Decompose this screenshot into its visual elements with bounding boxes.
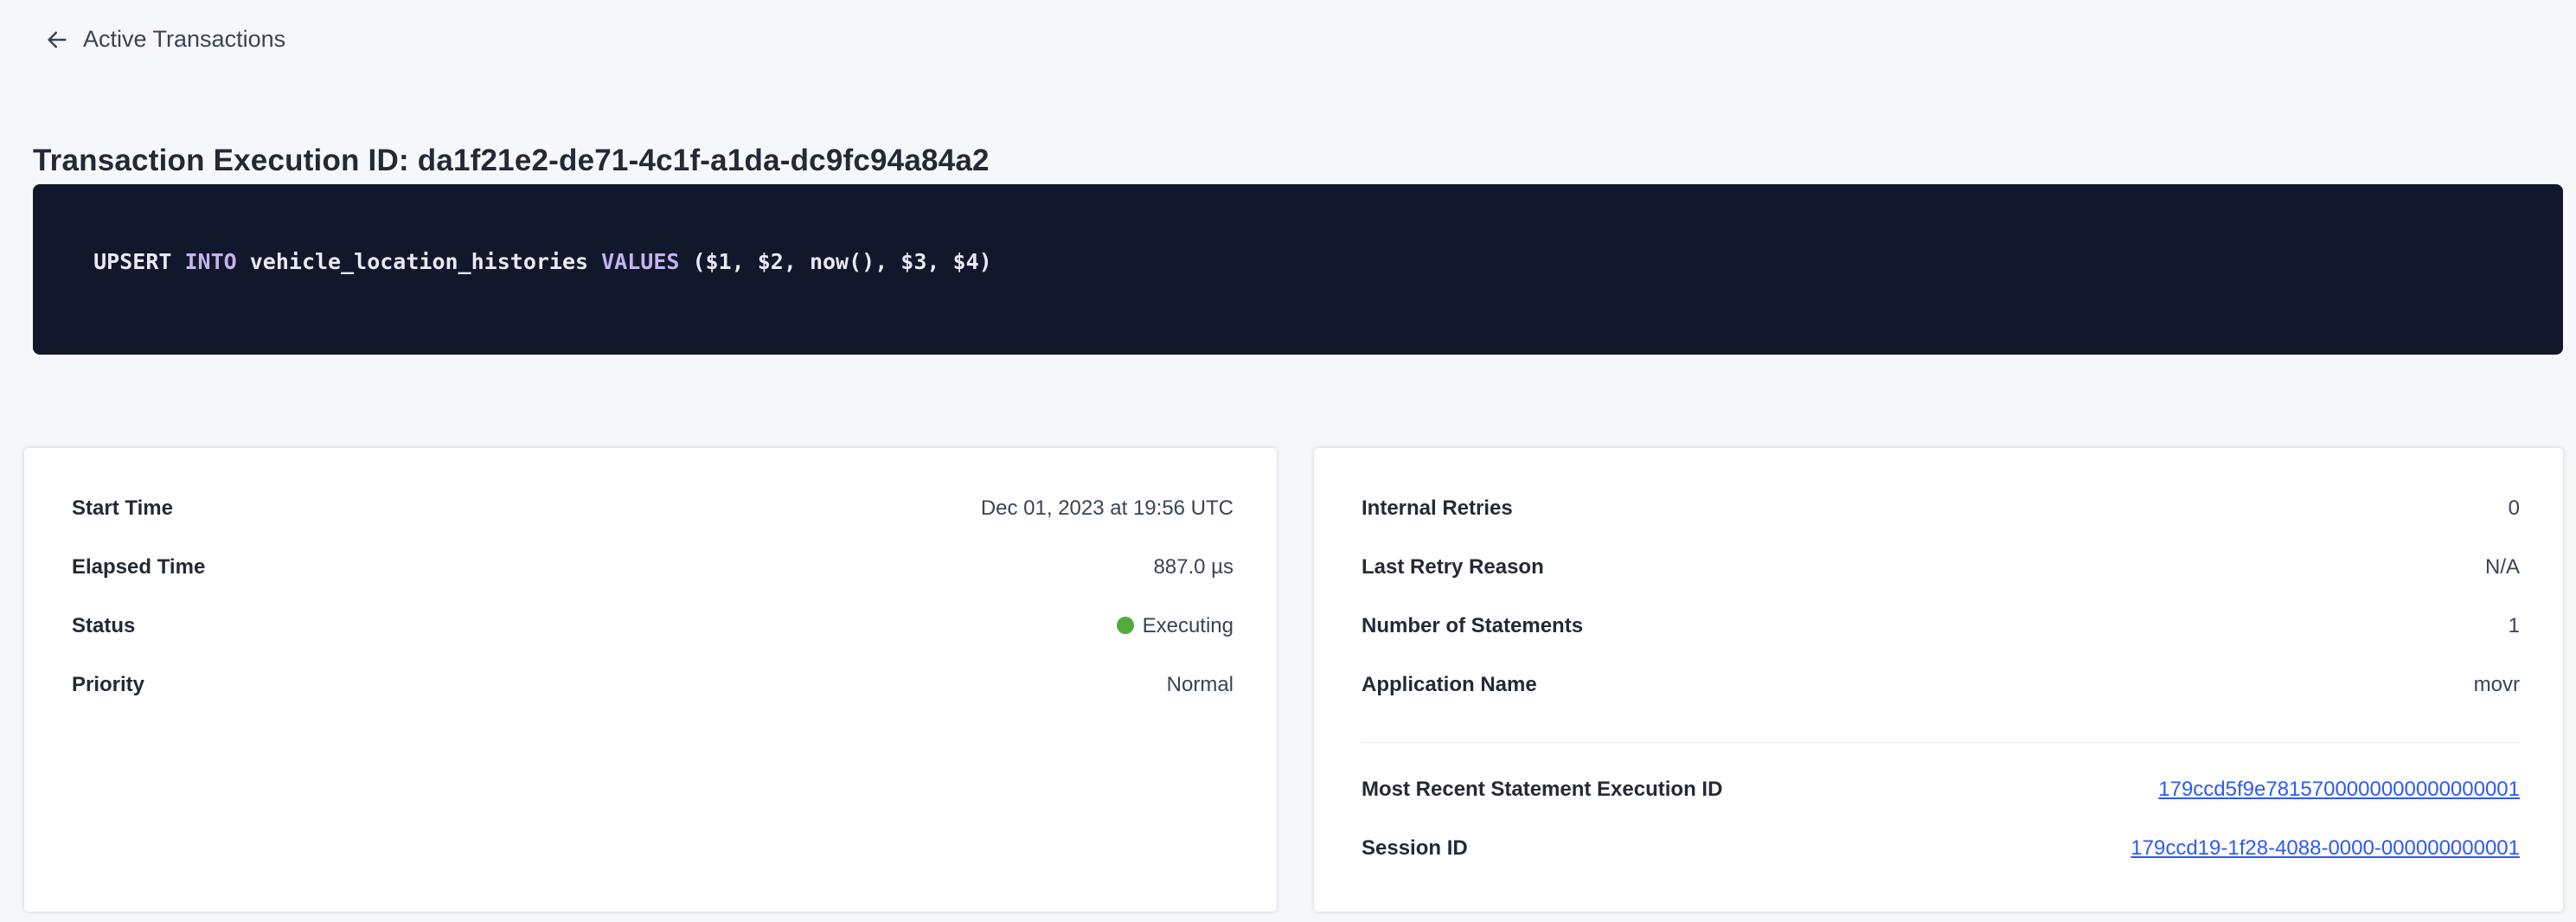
transaction-details-card: Start Time Dec 01, 2023 at 19:56 UTC Ela… [24, 448, 1277, 912]
row-most-recent-statement-execution-id: Most Recent Statement Execution ID 179cc… [1362, 760, 2520, 819]
row-elapsed-time: Elapsed Time 887.0 µs [72, 538, 1234, 597]
most-recent-statement-execution-id-link[interactable]: 179ccd5f9e7815700000000000000001 [2158, 778, 2520, 801]
sql-statement: UPSERT INTO vehicle_location_histories V… [93, 249, 992, 274]
status-value: Executing [1116, 614, 1234, 638]
priority-label: Priority [72, 673, 145, 696]
application-name-label: Application Name [1362, 673, 1537, 696]
number-of-statements-value: 1 [2508, 614, 2520, 637]
row-session-id: Session ID 179ccd19-1f28-4088-0000-00000… [1362, 819, 2520, 878]
priority-value: Normal [1166, 673, 1234, 696]
status-label: Status [72, 614, 136, 637]
elapsed-time-value: 887.0 µs [1153, 555, 1234, 579]
session-id-link[interactable]: 179ccd19-1f28-4088-0000-000000000001 [2131, 836, 2520, 860]
most-recent-statement-execution-id-label: Most Recent Statement Execution ID [1362, 778, 1723, 801]
row-last-retry-reason: Last Retry Reason N/A [1362, 538, 2520, 597]
row-priority: Priority Normal [72, 656, 1234, 714]
internal-retries-label: Internal Retries [1362, 496, 1513, 520]
application-name-value: movr [2473, 673, 2520, 696]
back-link-label: Active Transactions [83, 26, 286, 52]
last-retry-reason-label: Last Retry Reason [1362, 555, 1544, 579]
row-status: Status Executing [72, 597, 1234, 656]
row-internal-retries: Internal Retries 0 [1362, 479, 2520, 538]
start-time-value: Dec 01, 2023 at 19:56 UTC [980, 496, 1234, 520]
last-retry-reason-value: N/A [2484, 555, 2520, 579]
internal-retries-value: 0 [2508, 496, 2520, 520]
row-number-of-statements: Number of Statements 1 [1362, 597, 2520, 656]
summary-cards: Start Time Dec 01, 2023 at 19:56 UTC Ela… [24, 448, 2563, 912]
status-text: Executing [1142, 614, 1234, 637]
card-divider [1362, 742, 2520, 743]
number-of-statements-label: Number of Statements [1362, 614, 1584, 637]
page-title: Transaction Execution ID: da1f21e2-de71-… [33, 144, 990, 178]
session-id-label: Session ID [1362, 836, 1468, 860]
row-start-time: Start Time Dec 01, 2023 at 19:56 UTC [72, 479, 1234, 538]
row-application-name: Application Name movr [1362, 656, 2520, 714]
transaction-stats-card: Internal Retries 0 Last Retry Reason N/A… [1314, 448, 2563, 912]
back-link[interactable]: Active Transactions [44, 26, 285, 53]
start-time-label: Start Time [72, 496, 173, 520]
elapsed-time-label: Elapsed Time [72, 555, 206, 579]
status-executing-dot-icon [1116, 617, 1134, 634]
sql-statement-box: UPSERT INTO vehicle_location_histories V… [33, 184, 2563, 355]
back-arrow-icon [44, 27, 70, 53]
